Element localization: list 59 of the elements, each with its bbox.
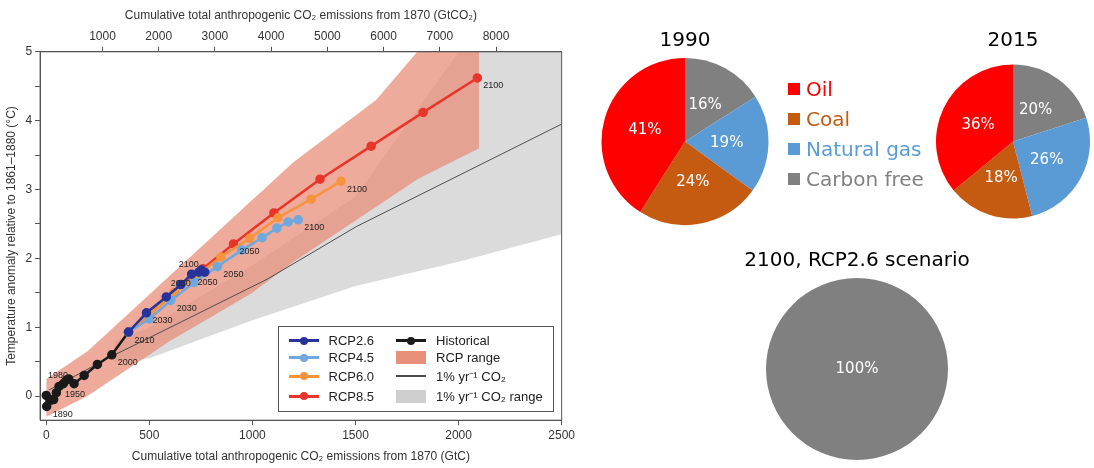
data-label: 24% (676, 172, 710, 191)
y-tick-label: 0 (25, 388, 33, 403)
legend-label: Oil (806, 76, 833, 103)
x2-tick-label: 7000 (426, 28, 454, 43)
data-label: 20% (1018, 100, 1053, 119)
x2-tick-label: 4000 (257, 28, 285, 43)
x2-tick-label: 1000 (89, 28, 117, 43)
annotation: 2100 (347, 183, 368, 194)
legend-label: RCP6.0 (328, 368, 375, 384)
legend-label: Coal (806, 106, 851, 133)
annotation: 2100 (178, 258, 199, 269)
y-tick-label: 4 (25, 112, 33, 127)
legend-label: Carbon free (806, 166, 924, 193)
x-tick-label: 0 (42, 427, 50, 442)
annotation: 2030 (152, 315, 173, 326)
annotation: 2050 (223, 269, 244, 280)
x2-tick-label: 8000 (482, 28, 510, 43)
x-tick-label: 500 (139, 427, 160, 442)
x-tick-label: 2000 (445, 427, 473, 442)
legend-label: RCP2.6 (328, 333, 375, 349)
annotation: 2050 (197, 276, 218, 287)
data-label: 41% (628, 119, 662, 138)
data-label: 36% (961, 115, 995, 133)
legend-label: 1% yr⁻¹ CO₂ (436, 368, 506, 386)
legend-label: Historical (436, 333, 490, 349)
legend-label: 1% yr⁻¹ CO₂ range (436, 388, 543, 406)
x2-tick-label: 5000 (314, 28, 342, 43)
data-label: 26% (1030, 149, 1064, 168)
x2-axis-title: Cumulative total anthropogenic CO₂ emissions from 1870 (GtCO₂) (124, 7, 477, 22)
legend-label: RCP range (436, 350, 501, 366)
data-label: 19% (710, 132, 744, 151)
annotation: 1890 (52, 408, 73, 419)
x2-tick-label: 2000 (145, 28, 173, 43)
x-tick-label: 1000 (239, 427, 267, 442)
chart-title: 2100, RCP2.6 scenario (743, 246, 971, 273)
x-tick-label: 2500 (548, 427, 576, 442)
legend-label: RCP8.5 (328, 388, 375, 404)
legend-label: RCP4.5 (328, 350, 375, 366)
x-axis-title: Cumulative total anthropogenic CO₂ emissions from 1870 (GtC) (131, 449, 470, 464)
annotation: 2030 (176, 302, 197, 313)
annotation: 1950 (65, 388, 86, 399)
x-tick-label: 1500 (342, 427, 370, 442)
y-axis-title: Temperature anomaly relative to 1861–1880 (°C) (3, 106, 18, 366)
annotation: 2100 (304, 222, 325, 233)
legend-label: Natural gas (806, 136, 922, 163)
data-label: 16% (688, 94, 722, 113)
y-tick-label: 5 (25, 44, 33, 59)
y-tick-label: 1 (25, 319, 33, 334)
annotation: 2050 (170, 278, 191, 289)
data-label: 18% (984, 168, 1018, 187)
annotation: 2100 (483, 80, 504, 91)
x2-tick-label: 6000 (370, 28, 398, 43)
chart-title: 1990 (658, 26, 712, 53)
x2-tick-label: 3000 (201, 28, 229, 43)
data-label: 100% (835, 358, 879, 377)
y-tick-label: 3 (25, 181, 33, 196)
y-tick-label: 2 (25, 250, 33, 265)
annotation: 2000 (117, 357, 138, 368)
chart-title: 2015 (986, 26, 1040, 53)
